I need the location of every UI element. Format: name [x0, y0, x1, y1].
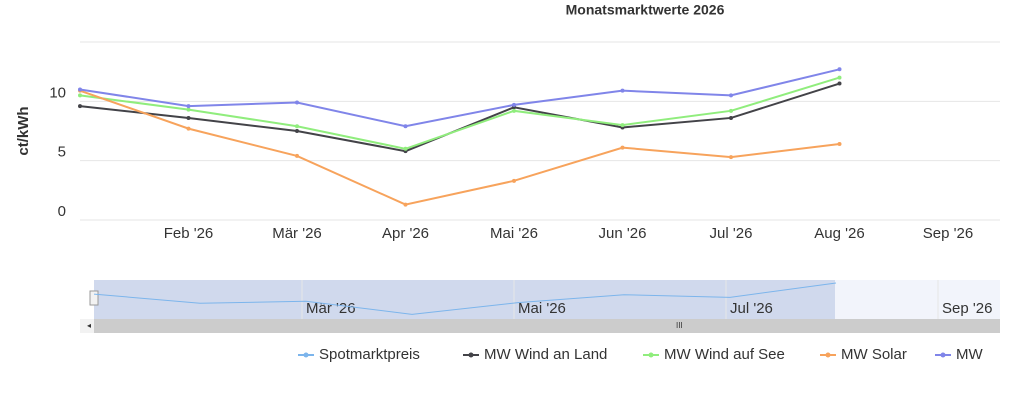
point: [78, 87, 82, 92]
navigator-line: [93, 282, 837, 315]
point: [186, 115, 191, 120]
legend-label[interactable]: MW: [956, 346, 983, 363]
x-tick-label: Apr '26: [382, 225, 429, 242]
point: [403, 202, 408, 207]
point: [837, 75, 842, 80]
point: [729, 115, 733, 120]
point: [729, 155, 733, 160]
point: [620, 145, 625, 150]
legend-label[interactable]: MW Wind an Land: [484, 346, 607, 363]
navigator-label: Mär '26: [306, 300, 356, 317]
navigator-label: Jul '26: [730, 300, 773, 317]
legend-marker[interactable]: [825, 352, 831, 358]
point: [837, 67, 842, 72]
y-axis-label: ct/kWh: [15, 106, 32, 155]
legend-marker[interactable]: [940, 352, 946, 358]
point: [620, 123, 625, 128]
point: [512, 108, 516, 113]
legend-marker[interactable]: [648, 352, 654, 358]
point: [403, 124, 408, 129]
x-tick-label: Mai '26: [490, 225, 538, 242]
chart-title: Monatsmarktwerte 2026: [566, 2, 725, 18]
point: [78, 104, 82, 109]
point: [729, 108, 733, 113]
legend-marker[interactable]: [303, 352, 309, 358]
x-tick-label: Jul '26: [710, 225, 753, 242]
point: [729, 93, 733, 98]
series-line: [79, 76, 840, 150]
point: [295, 129, 299, 133]
navigator-label: Mai '26: [518, 300, 566, 317]
point: [186, 107, 191, 112]
legend-label[interactable]: MW Wind auf See: [664, 346, 785, 363]
point: [186, 126, 191, 131]
x-tick-label: Jun '26: [599, 225, 647, 242]
point: [512, 178, 516, 183]
navigator-label: Sep '26: [942, 300, 992, 317]
x-tick-label: Mär '26: [272, 225, 322, 242]
point: [837, 81, 842, 86]
point: [620, 88, 625, 93]
y-tick-label: 10: [49, 84, 66, 101]
scrollbar-arrow[interactable]: ◂: [87, 321, 91, 330]
point: [78, 93, 82, 98]
scrollbar-thumb[interactable]: [94, 319, 1000, 333]
point: [186, 104, 191, 109]
series-line: [79, 82, 840, 153]
legend-label[interactable]: MW Solar: [841, 346, 907, 363]
point: [512, 102, 516, 107]
point: [295, 100, 299, 105]
series-line: [79, 89, 840, 206]
navigator-handle[interactable]: [89, 290, 99, 306]
point: [837, 142, 842, 147]
scrollbar-grip: III: [676, 321, 683, 330]
legend-label[interactable]: Spotmarktpreis: [319, 346, 420, 363]
series-line: [79, 68, 840, 128]
point: [295, 124, 299, 129]
x-tick-label: Aug '26: [814, 225, 864, 242]
navigator-mask: [94, 280, 835, 319]
y-tick-label: 0: [58, 203, 66, 220]
legend-marker[interactable]: [468, 352, 474, 358]
x-tick-label: Sep '26: [923, 225, 973, 242]
y-tick-label: 5: [58, 144, 66, 161]
point: [403, 146, 408, 151]
point: [295, 153, 299, 158]
x-tick-label: Feb '26: [164, 225, 214, 242]
